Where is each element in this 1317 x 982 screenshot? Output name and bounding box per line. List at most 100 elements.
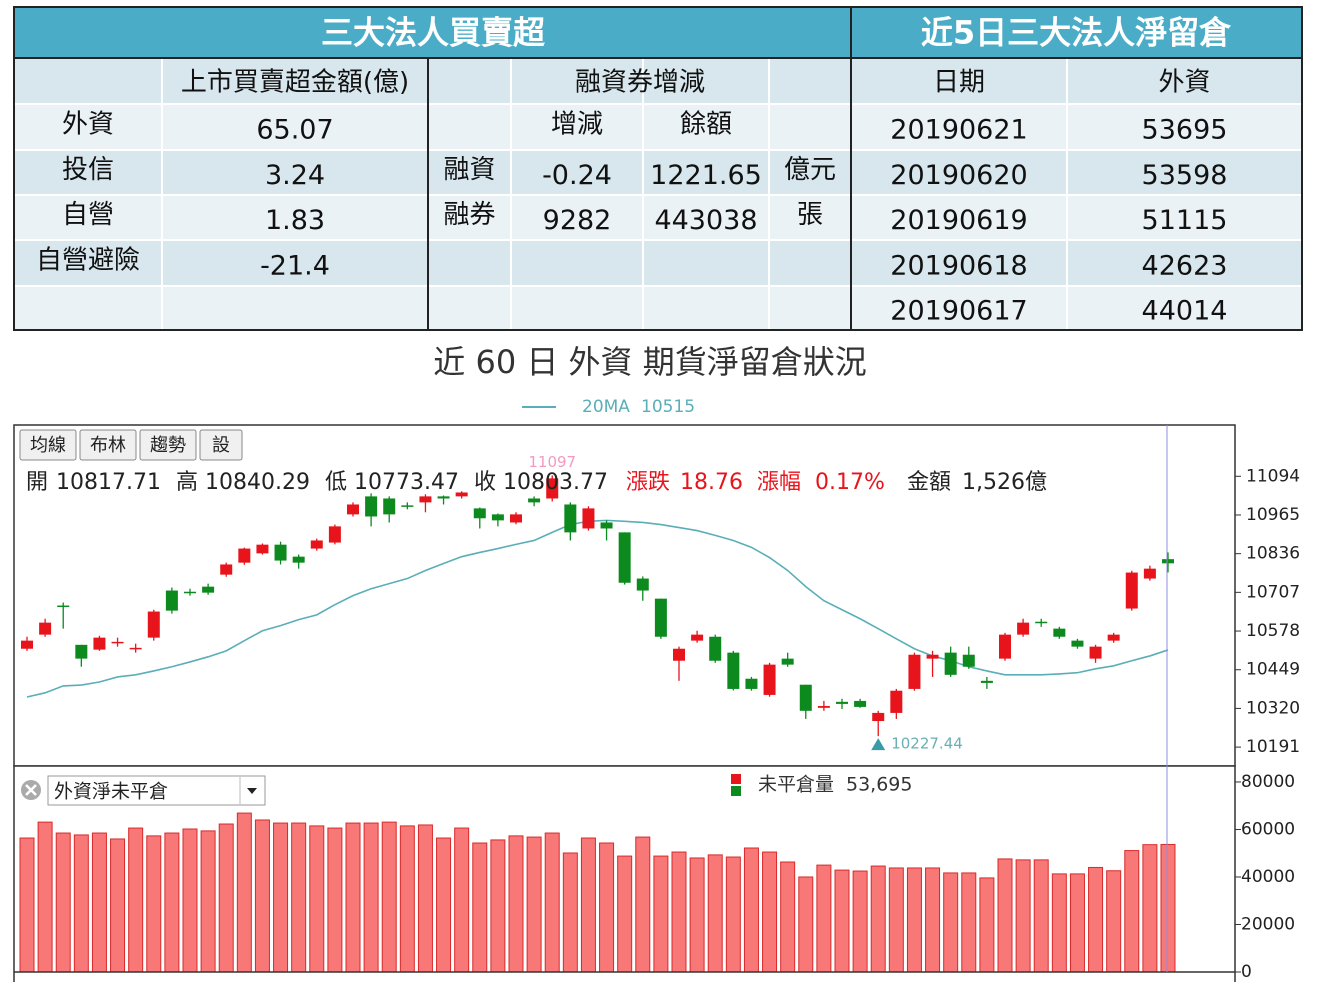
bar [961, 872, 977, 973]
candle-body [365, 496, 378, 517]
candle-body [618, 532, 631, 583]
bar [798, 876, 814, 973]
dropdown[interactable] [47, 775, 266, 806]
close-x [25, 784, 37, 796]
bar [1033, 859, 1049, 973]
bar [309, 825, 325, 973]
toolbar-button[interactable] [199, 429, 243, 461]
candle-body [1107, 634, 1120, 641]
bar [128, 827, 144, 973]
bar [1106, 870, 1122, 973]
margin-change: 9282 [543, 205, 612, 236]
row-bg [14, 240, 1302, 286]
position-date: 20190618 [890, 251, 1027, 282]
bar [816, 864, 832, 973]
bar [1088, 866, 1104, 973]
candle-body [401, 505, 414, 507]
candle-body [1035, 621, 1048, 624]
institution-name: 投信 [62, 155, 114, 185]
dropdown-text[interactable]: 外資淨未平倉 [54, 781, 168, 803]
bar [508, 835, 524, 973]
bar [979, 877, 995, 973]
margin-name: 融資 [443, 155, 495, 185]
bar [707, 854, 723, 973]
button-label[interactable]: 設 [212, 435, 230, 456]
margin-unit: 億元 [784, 155, 836, 185]
toolbar-button[interactable] [19, 429, 77, 461]
bar [997, 858, 1013, 973]
toolbar-button[interactable] [79, 429, 137, 461]
y-tick-label: 10965 [1246, 505, 1300, 525]
info-text: 18.76 [680, 470, 743, 495]
candle-body [564, 504, 577, 533]
bar [925, 867, 941, 973]
margin-balance: 1221.65 [650, 160, 762, 191]
candle-body [347, 504, 359, 515]
candle-body [1125, 572, 1138, 609]
legend-name: 20MA [582, 397, 630, 417]
bar [834, 869, 850, 973]
candle-body [184, 591, 196, 594]
position-value: 44014 [1142, 296, 1228, 327]
candle-body [709, 636, 722, 661]
bar [345, 822, 361, 973]
candle-body [854, 700, 867, 707]
row-bg [14, 104, 1302, 150]
info-text: 漲跌 [626, 470, 670, 495]
candle-body [528, 498, 541, 503]
legend-swatch-down [731, 786, 741, 796]
sub-header: 餘額 [680, 110, 732, 140]
candle-body [220, 564, 233, 575]
row-bg [14, 150, 1302, 195]
low-annotation: 10227.44 [891, 735, 963, 753]
candle-body [999, 634, 1011, 659]
y-tick-label: 10191 [1246, 737, 1300, 757]
info-text: 開 [26, 470, 48, 495]
legend-name: 未平倉量 [758, 774, 834, 796]
y-tick-label: 10320 [1246, 698, 1300, 718]
candle-body [781, 658, 794, 665]
candle-body [437, 496, 450, 499]
toolbar-button[interactable] [139, 429, 197, 461]
bar [37, 821, 53, 973]
candle-body [491, 514, 504, 521]
column-header: 上市買賣超金額(億) [181, 68, 409, 98]
candle-body [908, 654, 921, 689]
bar [943, 872, 959, 973]
bar [743, 847, 759, 973]
candle-body [546, 478, 559, 499]
info-text: 低 [325, 470, 347, 495]
candle-body [836, 701, 848, 704]
button-label[interactable]: 均線 [30, 435, 66, 456]
y-tick-label: 80000 [1241, 772, 1295, 792]
column-header: 外資 [1158, 68, 1210, 98]
bar [870, 865, 886, 973]
candle-body [727, 652, 740, 689]
button-label[interactable]: 布林 [90, 435, 126, 456]
bar [146, 835, 162, 973]
candle-body [1089, 646, 1102, 659]
table-title: 三大法人買賣超 [321, 14, 546, 52]
row-bg [14, 286, 1302, 330]
position-date: 20190619 [890, 205, 1027, 236]
candle-body [21, 640, 33, 649]
bar [218, 823, 234, 973]
candle-body [202, 586, 215, 593]
bar [762, 851, 778, 973]
bar [19, 837, 35, 973]
bar [635, 836, 651, 973]
info-text: 收 [474, 470, 496, 495]
candle-body [926, 654, 939, 659]
candle-body [691, 634, 704, 641]
y-tick-label: 0 [1241, 962, 1252, 982]
candle-body [763, 664, 776, 695]
bar [73, 834, 89, 973]
button-label[interactable]: 趨勢 [150, 435, 186, 456]
info-text: 10773.47 [354, 470, 459, 495]
margin-balance: 443038 [654, 205, 757, 236]
candle-body [980, 680, 993, 683]
institution-amount: -21.4 [260, 251, 330, 282]
bar [671, 851, 687, 973]
